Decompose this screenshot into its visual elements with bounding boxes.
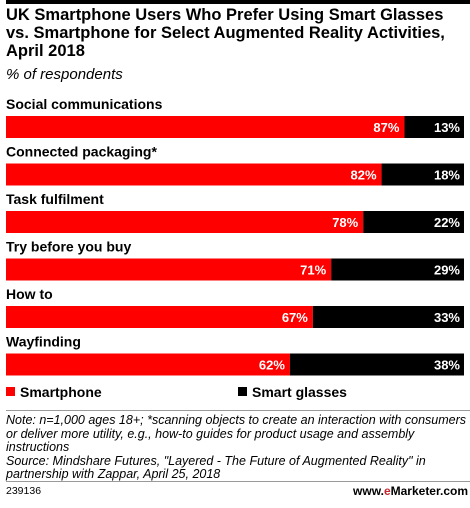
value-label-smartphone: 67% (282, 310, 308, 325)
notes: Note: n=1,000 ages 18+; *scanning object… (6, 413, 468, 482)
bar-group: Task fulfilment 78% 22% (6, 191, 464, 233)
chart-subtitle: % of respondents (6, 66, 123, 83)
source-text: Source: Mindshare Futures, "Layered - Th… (6, 453, 426, 482)
legend-label-smart-glasses: Smart glasses (252, 384, 347, 400)
bar-smart-glasses (331, 258, 464, 281)
legend-swatch-smart-glasses (238, 387, 247, 396)
value-label-smartphone: 78% (332, 215, 358, 230)
bar-smart-glasses (404, 116, 464, 138)
category-label: Task fulfilment (6, 191, 104, 207)
bar-group: Connected packaging* 82% 18% (6, 144, 464, 186)
chart-title: UK Smartphone Users Who Prefer Using Sma… (6, 6, 445, 60)
bar-smart-glasses (363, 211, 464, 233)
bar-group: Social communications 87% 13% (6, 96, 464, 138)
bar-group: How to 67% 33% (6, 286, 464, 328)
category-label: Try before you buy (6, 239, 131, 255)
value-label-smartphone: 71% (300, 263, 326, 278)
bar-group: Try before you buy 71% 29% (6, 239, 464, 281)
bar-smartphone (6, 116, 405, 138)
bar-smartphone (6, 163, 382, 186)
brand-e: e (383, 484, 391, 498)
bar-smart-glasses (289, 353, 464, 376)
brand-suffix: Marketer.com (390, 484, 468, 498)
value-label-smart-glasses: 29% (434, 263, 460, 278)
bar-group: Wayfinding 62% 38% (6, 334, 464, 376)
legend-swatch-smartphone (6, 387, 15, 396)
value-label-smart-glasses: 38% (434, 358, 460, 373)
category-label: Connected packaging* (6, 144, 157, 160)
bar-smart-glasses (312, 306, 464, 328)
category-label: How to (6, 286, 53, 302)
brand-prefix: www. (353, 484, 384, 498)
legend-smart-glasses: Smart glasses (238, 384, 347, 400)
category-label: Wayfinding (6, 334, 81, 350)
bar-smartphone (6, 258, 332, 281)
note-divider (6, 410, 470, 411)
category-label: Social communications (6, 96, 163, 112)
value-label-smart-glasses: 18% (434, 168, 460, 183)
value-label-smart-glasses: 33% (434, 310, 460, 325)
bar-smartphone (6, 353, 290, 376)
legend-smartphone: Smartphone (6, 384, 102, 400)
bar-smartphone (6, 306, 313, 328)
note-text: Note: n=1,000 ages 18+; *scanning object… (6, 413, 467, 455)
value-label-smart-glasses: 13% (434, 120, 460, 135)
value-label-smart-glasses: 22% (434, 215, 460, 230)
footer-divider (6, 481, 470, 482)
top-rule (6, 0, 470, 4)
bar-smart-glasses (381, 163, 464, 186)
value-label-smartphone: 87% (373, 120, 399, 135)
value-label-smartphone: 82% (351, 168, 377, 183)
bar-smartphone (6, 211, 364, 233)
brand-link[interactable]: www.eMarketer.com (353, 484, 468, 498)
bar-chart: Social communications 87% 13% Connected pac… (6, 96, 464, 376)
legend-label-smartphone: Smartphone (20, 384, 102, 400)
chart-id: 239136 (6, 485, 42, 497)
value-label-smartphone: 62% (259, 358, 285, 373)
